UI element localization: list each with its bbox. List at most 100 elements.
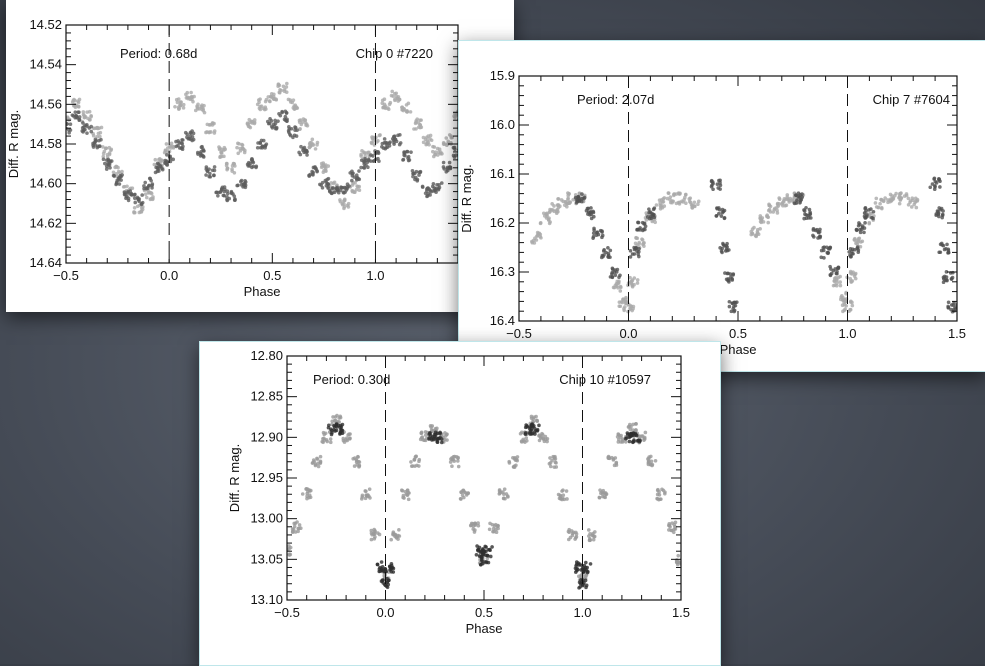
data-point bbox=[618, 304, 623, 309]
data-point bbox=[760, 216, 765, 220]
data-point bbox=[523, 431, 528, 435]
data-point bbox=[387, 102, 392, 107]
data-point bbox=[342, 202, 346, 206]
data-point bbox=[574, 532, 579, 536]
data-point bbox=[829, 271, 834, 276]
data-point bbox=[359, 158, 364, 163]
data-point bbox=[874, 196, 879, 201]
data-point bbox=[95, 134, 100, 139]
x-tick-label: 1.5 bbox=[672, 605, 690, 620]
data-point bbox=[181, 138, 185, 142]
data-point bbox=[603, 491, 608, 495]
data-point bbox=[207, 130, 212, 134]
data-point bbox=[421, 135, 426, 140]
data-point bbox=[552, 204, 556, 208]
data-point bbox=[255, 145, 260, 150]
data-point bbox=[606, 254, 610, 259]
data-point bbox=[276, 119, 280, 123]
data-point bbox=[201, 148, 206, 153]
data-point bbox=[409, 460, 413, 464]
data-point bbox=[119, 178, 123, 182]
data-point bbox=[865, 213, 869, 217]
data-point bbox=[588, 532, 592, 536]
data-point bbox=[835, 281, 839, 285]
y-axis-label: Diff. R mag. bbox=[227, 444, 242, 512]
data-point bbox=[811, 228, 816, 232]
data-point bbox=[681, 562, 685, 566]
data-point bbox=[103, 161, 107, 166]
data-point bbox=[548, 461, 553, 465]
data-point bbox=[795, 198, 799, 203]
data-point bbox=[117, 182, 122, 186]
data-point bbox=[541, 436, 545, 441]
y-tick-label: 16.0 bbox=[490, 117, 515, 132]
data-point bbox=[840, 303, 845, 308]
data-layer bbox=[530, 176, 957, 314]
data-point bbox=[506, 495, 510, 499]
data-point bbox=[318, 454, 323, 459]
data-point bbox=[185, 90, 190, 95]
data-point bbox=[654, 203, 659, 207]
data-point bbox=[284, 85, 289, 89]
data-point bbox=[628, 248, 633, 253]
data-point bbox=[652, 215, 657, 220]
data-point bbox=[87, 126, 92, 130]
data-point bbox=[912, 202, 917, 207]
data-point bbox=[586, 528, 591, 532]
data-point bbox=[132, 210, 136, 214]
data-point bbox=[672, 192, 676, 196]
y-tick-label: 16.1 bbox=[490, 166, 515, 181]
x-tick-label: 1.0 bbox=[366, 268, 384, 283]
data-point bbox=[642, 437, 647, 441]
x-tick-label: 1.0 bbox=[573, 605, 591, 620]
data-point bbox=[578, 585, 582, 589]
data-point bbox=[860, 225, 865, 230]
data-point bbox=[776, 204, 781, 208]
data-point bbox=[315, 457, 320, 461]
data-point bbox=[476, 523, 481, 528]
data-point bbox=[867, 220, 872, 225]
data-point bbox=[371, 154, 375, 158]
data-point bbox=[913, 196, 918, 201]
data-point bbox=[556, 203, 561, 207]
data-point bbox=[767, 207, 772, 212]
data-point bbox=[855, 246, 860, 251]
data-point bbox=[488, 521, 492, 526]
data-point bbox=[164, 142, 169, 146]
data-point bbox=[828, 245, 833, 250]
data-point bbox=[632, 438, 636, 442]
data-point bbox=[647, 216, 652, 221]
data-point bbox=[373, 136, 377, 141]
data-point bbox=[456, 464, 461, 469]
data-point bbox=[729, 275, 733, 280]
data-point bbox=[81, 121, 85, 125]
data-point bbox=[735, 300, 739, 304]
data-point bbox=[928, 185, 933, 190]
data-point bbox=[637, 242, 641, 246]
data-point bbox=[330, 428, 334, 433]
data-point bbox=[214, 190, 219, 195]
data-point bbox=[98, 130, 103, 135]
data-point bbox=[584, 583, 589, 588]
data-point bbox=[772, 207, 777, 212]
y-tick-label: 16.4 bbox=[490, 313, 515, 328]
data-point bbox=[441, 142, 446, 146]
data-point bbox=[306, 489, 310, 494]
x-axis-label: Phase bbox=[720, 342, 757, 357]
data-point bbox=[731, 272, 736, 276]
data-point bbox=[755, 227, 760, 232]
data-point bbox=[521, 437, 525, 442]
data-point bbox=[236, 141, 240, 146]
light-curve-plot-chip7: −0.5 0.0 0.5 1.0 1.5 15.9 16.0 16.1 16.2 16.3 16.4… bbox=[459, 68, 966, 357]
data-point bbox=[397, 528, 401, 532]
data-point bbox=[89, 129, 94, 134]
data-point bbox=[232, 198, 237, 202]
data-point bbox=[938, 207, 943, 212]
data-point bbox=[596, 232, 601, 237]
data-point bbox=[68, 122, 73, 126]
data-point bbox=[393, 534, 397, 539]
data-point bbox=[62, 129, 66, 133]
data-point bbox=[61, 120, 65, 124]
data-point bbox=[452, 145, 457, 150]
data-point bbox=[291, 135, 295, 140]
